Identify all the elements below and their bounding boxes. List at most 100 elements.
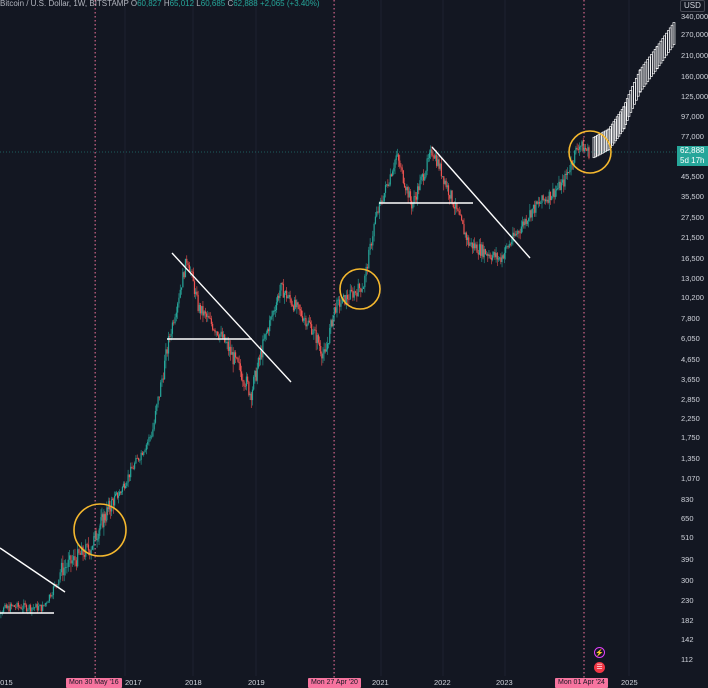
flag-us-icon[interactable]: ☰ <box>594 662 605 673</box>
candle-body <box>186 259 187 263</box>
trendline-2015[interactable] <box>0 548 65 592</box>
price-tick-label: 10,200 <box>681 293 704 302</box>
candle-body <box>453 203 454 207</box>
candle-body <box>150 437 151 438</box>
candle-body <box>484 249 485 257</box>
candle-body <box>425 171 426 177</box>
candle-body <box>360 288 361 292</box>
candle-body <box>285 291 286 293</box>
candle-body <box>510 244 511 245</box>
candle-body <box>530 210 531 217</box>
candle-body <box>165 349 166 360</box>
candle-body <box>78 549 79 553</box>
candle-body <box>194 281 195 294</box>
candle-body <box>284 293 285 298</box>
candle-body <box>14 605 15 607</box>
candle-body <box>267 329 268 333</box>
candle-body <box>568 172 569 173</box>
candle-body <box>251 394 252 400</box>
candle-body <box>569 170 570 172</box>
candle-body <box>411 201 412 209</box>
candle-body <box>299 305 300 309</box>
candle-body <box>386 184 387 185</box>
candle-body <box>241 371 242 379</box>
candle-body <box>191 271 192 272</box>
candle-body <box>274 311 275 312</box>
candle-body <box>541 195 542 203</box>
candle-body <box>461 215 462 220</box>
candle-body <box>394 160 395 168</box>
price-tick-label: 4,650 <box>681 355 700 364</box>
candle-body <box>210 318 211 319</box>
candle-body <box>330 320 331 328</box>
candle-body <box>129 474 130 477</box>
candle-body <box>126 483 127 486</box>
candle-body <box>334 307 335 315</box>
candle-body <box>195 292 196 294</box>
candle-body <box>371 244 372 246</box>
candle-body <box>544 199 545 200</box>
candle-body <box>448 185 449 195</box>
candle-body <box>211 318 212 323</box>
candle-body <box>539 202 540 204</box>
candle-body <box>296 302 297 307</box>
candle-body <box>410 191 411 200</box>
halving-circle-2020[interactable] <box>340 269 380 309</box>
candle-body <box>535 201 536 212</box>
candle-body <box>507 246 508 247</box>
candle-body <box>127 474 128 482</box>
candle-body <box>41 605 42 611</box>
candle-body <box>30 605 31 611</box>
candle-body <box>181 287 182 289</box>
candle-body <box>381 200 382 201</box>
candle-body <box>159 397 160 398</box>
candle-body <box>182 272 183 287</box>
candle-body <box>584 148 585 152</box>
candle-body <box>228 342 229 351</box>
candle-body <box>231 352 232 355</box>
candle-body <box>400 167 401 168</box>
candle-body <box>518 231 519 232</box>
candle-body <box>409 191 410 197</box>
candle-body <box>335 307 336 312</box>
candle-body <box>462 220 463 224</box>
projection-candle <box>673 23 675 45</box>
candle-body <box>486 254 487 255</box>
candle-body <box>362 289 363 292</box>
price-tick-label: 830 <box>681 495 694 504</box>
candle-body <box>293 306 294 311</box>
candle-body <box>305 318 306 326</box>
candle-body <box>566 174 567 175</box>
candle-body <box>336 300 337 313</box>
candle-body <box>588 147 589 158</box>
candle-body <box>217 332 218 336</box>
candle-body <box>34 608 35 609</box>
candle-body <box>122 487 123 492</box>
candle-body <box>405 187 406 190</box>
candle-body <box>15 607 16 608</box>
lightning-icon[interactable]: ⚡ <box>594 647 605 658</box>
candle-body <box>492 255 493 260</box>
price-tick-label: 112 <box>681 655 693 664</box>
candle-body <box>575 148 576 151</box>
candle-body <box>520 232 521 233</box>
candle-body <box>523 222 524 226</box>
candle-body <box>96 539 97 540</box>
candle-body <box>161 379 162 383</box>
candle-body <box>272 311 273 315</box>
candle-body <box>22 609 23 610</box>
currency-button[interactable]: USD <box>680 0 705 12</box>
candle-body <box>580 146 581 147</box>
candle-body <box>585 148 586 149</box>
candle-body <box>328 343 329 344</box>
candle-body <box>69 555 70 559</box>
candle-body <box>174 317 175 323</box>
candle-body <box>432 156 433 157</box>
candle-body <box>311 324 312 334</box>
candle-body <box>438 159 439 168</box>
candle-body <box>253 377 254 390</box>
candle-body <box>396 155 397 160</box>
candle-body <box>388 185 389 186</box>
candle-body <box>415 196 416 197</box>
